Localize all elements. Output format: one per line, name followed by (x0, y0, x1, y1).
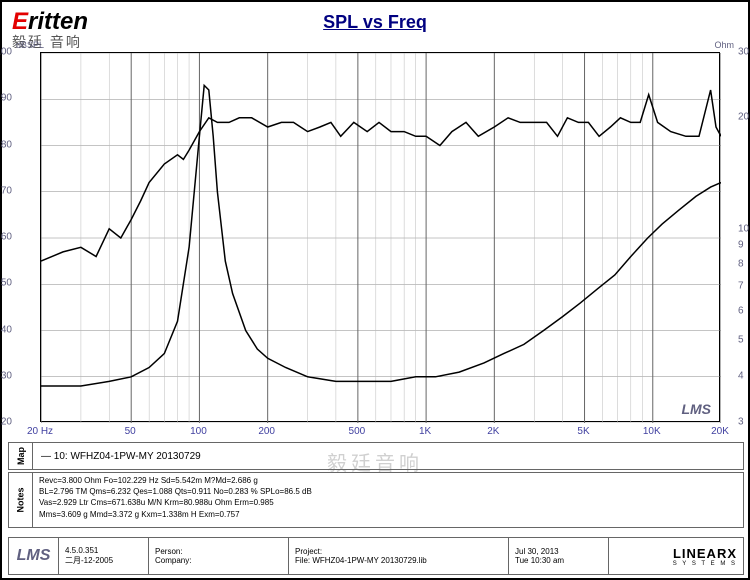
footer-date: Jul 30, 2013 (515, 547, 602, 556)
footer-person: Person: (155, 547, 282, 556)
footer-version: 4.5.0.351 (65, 546, 142, 555)
notes-content: Revc=3.800 Ohm Fo=102.229 Hz Sd=5.542m M… (33, 473, 743, 527)
footer: LMS 4.5.0.351二月-12-2005 Person:Company: … (8, 537, 744, 575)
footer-project: Project: (295, 547, 502, 556)
footer-time: Tue 10:30 am (515, 556, 602, 565)
notes-tab: Notes (9, 473, 33, 527)
logo-accent: E (12, 8, 28, 35)
chart-area: LMS (40, 52, 720, 422)
chart-signature: LMS (681, 401, 711, 417)
y-axis-left-unit: dBSPL (16, 40, 44, 50)
page-container: Eritten 毅廷 音响 SPL vs Freq dBSPL Ohm LMS … (0, 0, 750, 580)
chart-svg (41, 53, 721, 423)
footer-lms-logo: LMS (17, 547, 51, 565)
logo-rest: ritten (28, 8, 88, 35)
chart-title: SPL vs Freq (323, 12, 427, 33)
legend-tab: Map (9, 443, 33, 469)
notes-box: Notes Revc=3.800 Ohm Fo=102.229 Hz Sd=5.… (8, 472, 744, 528)
legend-box: Map — 10: WFHZ04-1PW-MY 20130729 (8, 442, 744, 470)
y-axis-right-unit: Ohm (714, 40, 734, 50)
footer-brand: LINEARX (673, 546, 737, 561)
footer-brand-sub: S Y S T E M S (673, 561, 737, 567)
legend-text: — 10: WFHZ04-1PW-MY 20130729 (33, 443, 743, 469)
footer-company: Company: (155, 556, 282, 565)
footer-date-cn: 二月-12-2005 (65, 555, 142, 566)
footer-file: File: WFHZ04-1PW-MY 20130729.lib (295, 556, 502, 565)
